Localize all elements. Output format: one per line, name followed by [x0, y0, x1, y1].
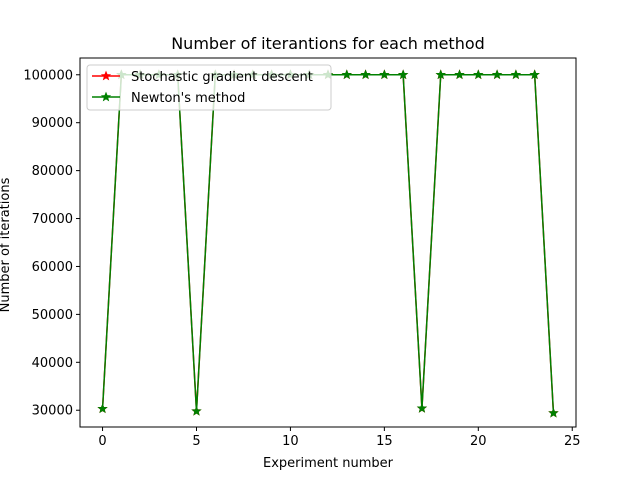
y-tick-label: 80000 — [32, 164, 73, 179]
series-line-newton-s-method — [101, 74, 555, 414]
y-tick-label: 70000 — [32, 212, 73, 227]
y-tick-label: 30000 — [32, 404, 73, 419]
y-tick-label: 90000 — [32, 116, 73, 131]
x-tick-label: 10 — [282, 434, 299, 449]
legend-marker — [100, 70, 112, 81]
data-point — [97, 403, 108, 414]
legend-box — [86, 64, 332, 111]
y-tick-label: 60000 — [32, 260, 73, 275]
y-axis-label: Number of iterations — [0, 177, 13, 312]
data-point — [416, 402, 428, 413]
x-tick-label: 5 — [192, 434, 200, 449]
axes: 0 5 10 15 20 25 30000 40000 50000 60000 70000 80000… — [23, 57, 581, 449]
data-point — [529, 69, 540, 80]
data-point — [548, 407, 559, 418]
data-point — [473, 69, 484, 80]
legend-label: Newton's method — [131, 91, 245, 106]
legend-marker — [100, 91, 112, 102]
series-stochastic-gradient-descent — [97, 69, 559, 418]
series-newton-s-method — [97, 69, 559, 418]
legend-entry-stochastic-gradient-descent: Stochastic gradient descent — [92, 70, 313, 85]
plot-area — [97, 69, 559, 418]
data-point — [341, 69, 352, 80]
legend-entry-newton-s-method: Newton's method — [92, 91, 245, 106]
x-tick-label: 0 — [98, 434, 106, 449]
x-tick-label: 20 — [470, 434, 487, 449]
x-tick-label: 25 — [564, 434, 581, 449]
data-point — [360, 69, 371, 80]
data-point — [379, 69, 390, 80]
chart-title: Number of iterantions for each method — [171, 34, 485, 53]
data-point — [191, 405, 202, 416]
data-point — [510, 69, 522, 80]
x-axis-label: Experiment number — [263, 456, 394, 471]
x-tick-label: 15 — [376, 434, 393, 449]
plot-frame — [79, 57, 577, 428]
legend: Stochastic gradient descent Newton's meth… — [86, 64, 332, 111]
series-line-stochastic-gradient-descent — [101, 74, 555, 414]
y-tick-label: 100000 — [23, 68, 73, 83]
y-tick-label: 50000 — [32, 308, 73, 323]
legend-label: Stochastic gradient descent — [131, 70, 313, 85]
data-point — [491, 69, 503, 80]
data-point — [454, 69, 465, 80]
data-point — [398, 69, 409, 80]
data-point — [435, 69, 446, 80]
y-tick-label: 40000 — [32, 356, 73, 371]
